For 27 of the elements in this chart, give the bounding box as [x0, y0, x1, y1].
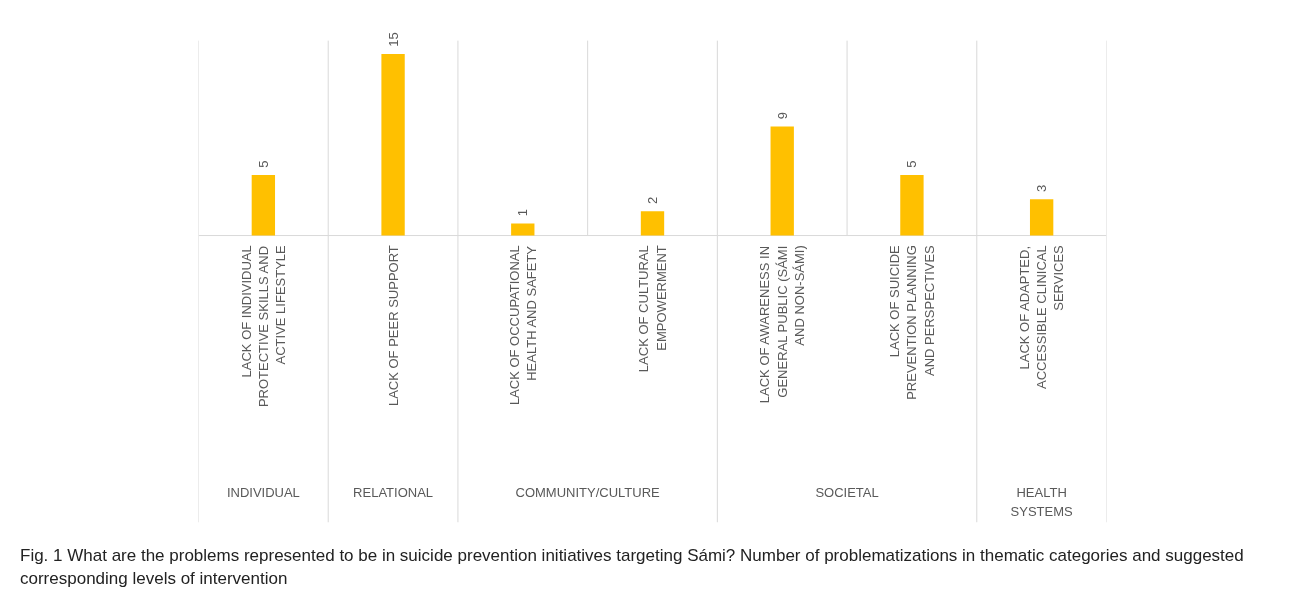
text: HEALTH SYSTEMS: [1010, 484, 1074, 520]
text: SOCIETAL: [815, 484, 879, 500]
x-tick-label: LACK OF CULTURAL EMPOWERMENT: [636, 245, 669, 373]
x-tick-label: LACK OF SUICIDE PREVENTION PLANNING AND PERSPECTIVES: [887, 244, 937, 400]
bar: [900, 175, 924, 236]
x-tick-label: LACK OF ADAPTED, ACCESSIBLE CLINICAL SERVICES: [1016, 244, 1067, 390]
text: RELATIONAL: [353, 484, 434, 500]
data-label: 9: [774, 112, 790, 120]
bar: [1029, 199, 1054, 236]
x-tick-label: LACK OF INDIVIDUAL PROTECTIVE SKILLS AND ACTIVE LIFESTYLE: [238, 244, 289, 408]
data-label: 3: [1034, 184, 1050, 192]
data-label: 2: [645, 196, 660, 205]
caption: Fig. 1 What are the problems represented to be in suicide prevention initiatives targeting Sámi? Number of problematizations in thematic categories and suggested corresponding levels of intervention: [20, 545, 1245, 590]
bar: [251, 175, 276, 236]
bar: [381, 53, 405, 236]
text: COMMUNITY/CULTURE: [515, 484, 661, 500]
x-tick-label: LACK OF OCCUPATIONAL HEALTH AND SAFETY: [506, 245, 539, 406]
text: INDIVIDUAL: [226, 484, 300, 500]
data-label: 1: [515, 208, 531, 217]
bar: [511, 223, 535, 236]
data-label: 5: [255, 160, 271, 168]
data-label: 15: [385, 32, 401, 47]
x-tick-label: LACK OF PEER SUPPORT: [385, 245, 401, 407]
bar: [770, 126, 794, 236]
data-label: 5: [904, 160, 920, 168]
bar: [640, 211, 665, 236]
x-tick-label: LACK OF AWARENESS IN GENERAL PUBLIC (SÁMI AND NON-SÁMI): [757, 245, 807, 404]
